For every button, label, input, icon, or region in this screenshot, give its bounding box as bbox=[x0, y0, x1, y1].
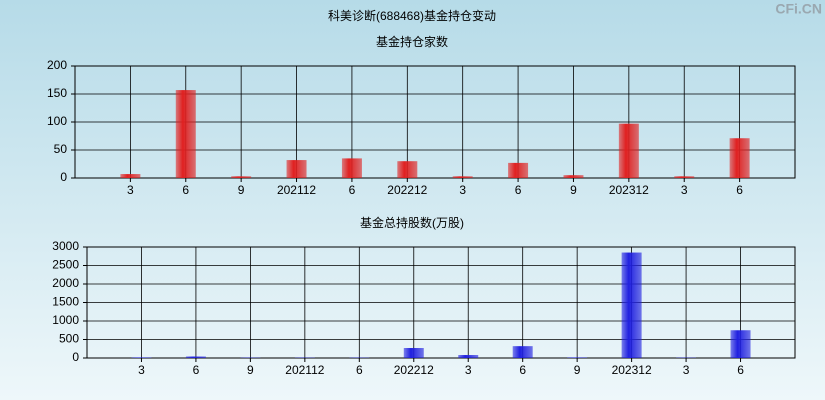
x-tick-label: 202112 bbox=[277, 183, 316, 197]
x-tick-label: 3 bbox=[459, 183, 466, 197]
x-tick-label: 202212 bbox=[387, 183, 427, 197]
x-tick-label: 6 bbox=[736, 183, 743, 197]
bar bbox=[286, 160, 307, 178]
bar bbox=[452, 176, 473, 178]
y-tick-label: 2500 bbox=[52, 258, 79, 272]
bar bbox=[185, 356, 206, 358]
bar bbox=[231, 176, 252, 178]
bar bbox=[397, 161, 418, 178]
chart-title: 基金持仓家数 bbox=[376, 34, 448, 49]
y-tick-label: 1000 bbox=[52, 313, 79, 327]
x-tick-label: 9 bbox=[574, 363, 581, 377]
y-tick-label: 0 bbox=[72, 350, 79, 364]
y-tick-label: 0 bbox=[60, 170, 67, 184]
x-tick-label: 9 bbox=[247, 363, 254, 377]
x-tick-label: 6 bbox=[737, 363, 744, 377]
y-tick-label: 500 bbox=[59, 332, 79, 346]
y-tick-label: 3000 bbox=[52, 239, 79, 253]
bar bbox=[563, 175, 584, 178]
x-tick-label: 202312 bbox=[609, 183, 649, 197]
y-tick-label: 150 bbox=[47, 86, 67, 100]
bar bbox=[512, 346, 533, 358]
x-tick-label: 3 bbox=[683, 363, 690, 377]
bar bbox=[341, 158, 362, 178]
x-tick-label: 9 bbox=[238, 183, 245, 197]
x-tick-label: 3 bbox=[681, 183, 688, 197]
y-tick-label: 50 bbox=[54, 142, 68, 156]
y-tick-label: 200 bbox=[47, 58, 67, 72]
x-tick-label: 202112 bbox=[285, 363, 324, 377]
x-tick-label: 6 bbox=[349, 183, 356, 197]
x-tick-label: 9 bbox=[570, 183, 577, 197]
x-tick-label: 6 bbox=[182, 183, 189, 197]
bar bbox=[729, 138, 750, 178]
watermark: CFi.CN bbox=[775, 1, 822, 17]
x-tick-label: 3 bbox=[127, 183, 134, 197]
bar bbox=[621, 252, 642, 358]
x-tick-label: 202212 bbox=[394, 363, 434, 377]
x-tick-label: 202312 bbox=[612, 363, 652, 377]
y-tick-label: 1500 bbox=[52, 295, 79, 309]
x-tick-label: 3 bbox=[465, 363, 472, 377]
y-tick-label: 2000 bbox=[52, 276, 79, 290]
bar bbox=[618, 123, 639, 178]
bar bbox=[120, 174, 141, 178]
x-tick-label: 6 bbox=[515, 183, 522, 197]
x-tick-label: 3 bbox=[138, 363, 145, 377]
bar bbox=[730, 330, 751, 358]
chart-title: 基金总持股数(万股) bbox=[360, 215, 464, 230]
x-tick-label: 6 bbox=[519, 363, 526, 377]
y-tick-label: 100 bbox=[47, 114, 67, 128]
x-tick-label: 6 bbox=[356, 363, 363, 377]
bar bbox=[458, 355, 479, 358]
bar bbox=[403, 348, 424, 358]
bar bbox=[674, 176, 695, 178]
x-tick-label: 6 bbox=[193, 363, 200, 377]
bar bbox=[508, 162, 529, 178]
bar bbox=[567, 357, 588, 358]
bar bbox=[175, 90, 196, 178]
page-title: 科美诊断(688468)基金持仓变动 bbox=[328, 8, 496, 23]
bar bbox=[131, 357, 152, 358]
